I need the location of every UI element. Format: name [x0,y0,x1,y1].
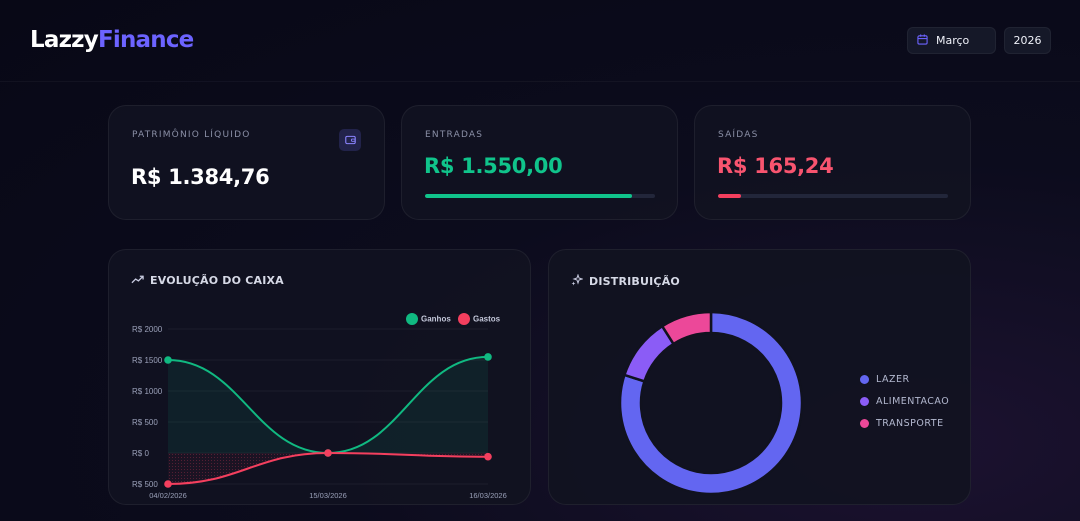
series-area-gastos [168,453,488,484]
y-tick-label: R$ 1000 [132,387,163,396]
pie-slice-lazer [618,310,804,496]
header: LazzyFinance Março 2026 [0,0,1080,82]
saidas-progress-track [718,194,948,198]
legend-label: LAZER [876,374,910,385]
saidas-progress-fill [718,194,741,198]
y-tick-label: R$ 0 [132,449,149,458]
legend-swatch [860,375,869,384]
sparkles-icon [571,273,584,289]
legend-item-alimentacao[interactable]: ALIMENTACAO [860,396,949,407]
legend-label: ALIMENTACAO [876,396,950,407]
calendar-icon [917,33,928,48]
year-select[interactable]: 2026 [1004,27,1051,54]
distribuicao-legend: LAZER ALIMENTACAO TRANSPORTE [860,374,949,440]
legend-label-ganhos: Ganhos [421,315,451,324]
legend-item-lazer[interactable]: LAZER [860,374,949,385]
data-point-gastos [484,452,492,461]
distribuicao-title-text: DISTRIBUIÇÃO [589,275,680,288]
legend-swatch [860,397,869,406]
data-point-ganhos [164,356,172,364]
card-entradas-value: R$ 1.550,00 [424,154,563,178]
year-value: 2026 [1013,34,1042,47]
card-patrimonio: PATRIMÔNIO LÍQUIDO R$ 1.384,76 [108,105,385,220]
legend-swatch-ganhos [406,313,418,325]
evolucao-chart: R$ 2000 R$ 1500 R$ 1000 R$ 500 R$ 0 R$ 500 04… [132,313,507,500]
card-saidas: SAÍDAS R$ 165,24 [694,105,971,220]
pie-slice-transporte [660,310,713,346]
evolucao-title: EVOLUÇÃO DO CAIXA [131,274,284,287]
month-select[interactable]: Março [907,27,996,54]
y-tick-label: R$ 500 [132,480,158,489]
logo-text-finance: Finance [97,27,194,53]
month-value: Março [936,34,970,47]
card-entradas: ENTRADAS R$ 1.550,00 [401,105,678,220]
card-entradas-label: ENTRADAS [425,130,484,140]
data-point-ganhos [484,353,492,361]
evolucao-title-text: EVOLUÇÃO DO CAIXA [150,274,284,287]
legend-label-gastos: Gastos [473,315,501,324]
y-tick-label: R$ 2000 [132,325,163,334]
x-tick-label: 16/03/2026 [469,491,507,500]
card-patrimonio-label: PATRIMÔNIO LÍQUIDO [132,130,251,140]
data-point-gastos [324,449,332,457]
x-tick-label: 04/02/2026 [149,491,187,500]
series-area-ganhos [168,356,488,453]
legend-label: TRANSPORTE [876,418,944,429]
legend-swatch-gastos [458,313,470,325]
app-logo[interactable]: LazzyFinance [30,27,194,53]
legend-item-transporte[interactable]: TRANSPORTE [860,418,949,429]
distribuicao-title: DISTRIBUIÇÃO [571,273,680,289]
card-saidas-label: SAÍDAS [718,130,759,140]
distribuicao-chart [618,310,804,496]
data-point-gastos [164,480,172,488]
entradas-progress-track [425,194,655,198]
y-tick-label: R$ 500 [132,418,158,427]
trending-up-icon [131,274,144,287]
x-tick-label: 15/03/2026 [309,491,347,500]
legend-swatch [860,419,869,428]
entradas-progress-fill [425,194,632,198]
y-tick-label: R$ 1500 [132,356,163,365]
card-patrimonio-value: R$ 1.384,76 [131,165,270,189]
wallet-icon[interactable] [339,129,361,151]
logo-text-lazzy: Lazzy [30,27,99,53]
card-saidas-value: R$ 165,24 [717,154,834,178]
